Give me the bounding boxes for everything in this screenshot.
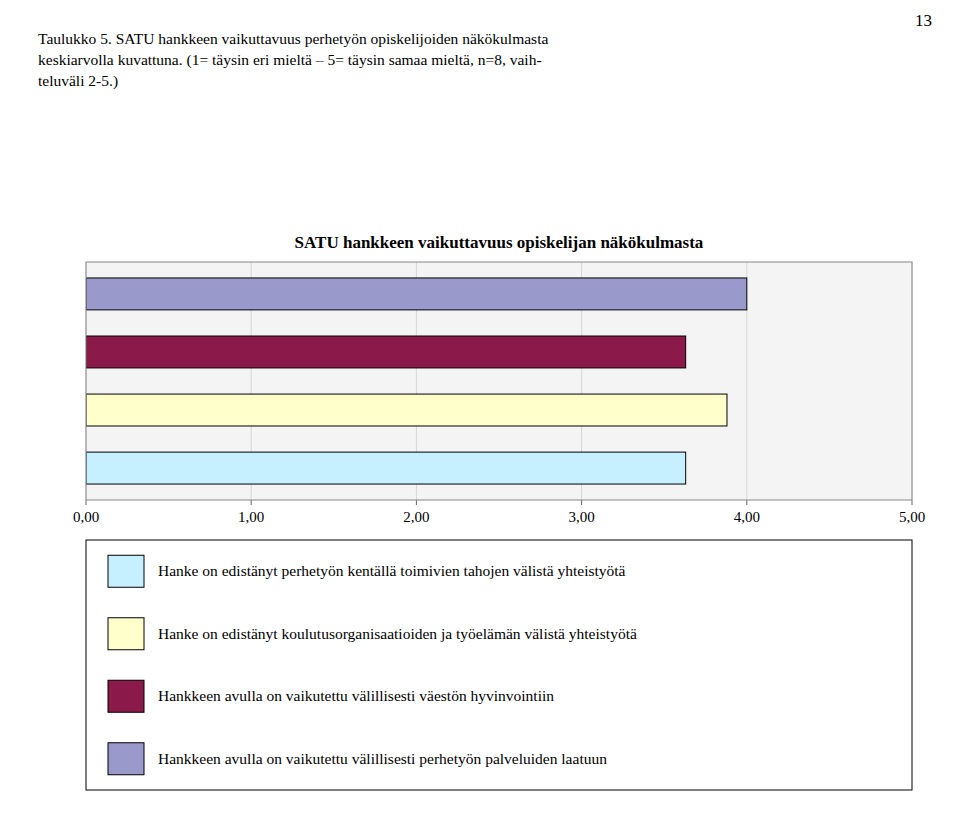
header-line: teluväli 2-5.) <box>38 72 118 90</box>
grid <box>86 262 912 500</box>
legend-swatch <box>108 618 144 650</box>
bar <box>86 452 686 484</box>
legend-label: Hankkeen avulla on vaikutettu välillises… <box>158 687 554 704</box>
tick-label: 1,00 <box>238 509 264 525</box>
legend: Hanke on edistänyt perhetyön kentällä to… <box>86 540 912 790</box>
legend-swatch <box>108 743 144 775</box>
bar <box>86 336 686 368</box>
legend-swatch <box>108 680 144 712</box>
tick-mark <box>416 500 417 505</box>
tick-label: 2,00 <box>403 509 429 525</box>
legend-box <box>86 540 912 790</box>
tick-mark <box>251 500 252 505</box>
tick-mark <box>746 500 747 505</box>
page: 13 Taulukko 5. SATU hankkeen vaikuttavuus… <box>0 0 960 813</box>
page-number: 13 <box>915 11 932 30</box>
tick-label: 5,00 <box>899 509 925 525</box>
tick-mark <box>912 500 913 505</box>
header-line: Taulukko 5. SATU hankkeen vaikuttavuus p… <box>38 30 548 47</box>
plot-frame <box>86 262 912 500</box>
bars <box>86 278 747 484</box>
chart-title: SATU hankkeen vaikuttavuus opiskelijan n… <box>295 233 704 252</box>
header-line: keskiarvolla kuvattuna. (1= täysin eri m… <box>38 51 542 69</box>
legend-label: Hankkeen avulla on vaikutettu välillises… <box>158 750 607 767</box>
tick-mark <box>86 500 87 505</box>
x-axis: 0,00 1,00 2,00 3,00 4,00 5,00 <box>73 500 925 525</box>
plot-background <box>86 262 912 500</box>
tick-mark <box>581 500 582 505</box>
legend-label: Hanke on edistänyt koulutusorganisaatioi… <box>158 625 637 642</box>
tick-label: 4,00 <box>734 509 760 525</box>
bar <box>86 278 747 310</box>
legend-swatch <box>108 555 144 587</box>
tick-label: 3,00 <box>568 509 594 525</box>
legend-label: Hanke on edistänyt perhetyön kentällä to… <box>158 562 626 579</box>
bar <box>86 394 727 426</box>
tick-label: 0,00 <box>73 509 99 525</box>
